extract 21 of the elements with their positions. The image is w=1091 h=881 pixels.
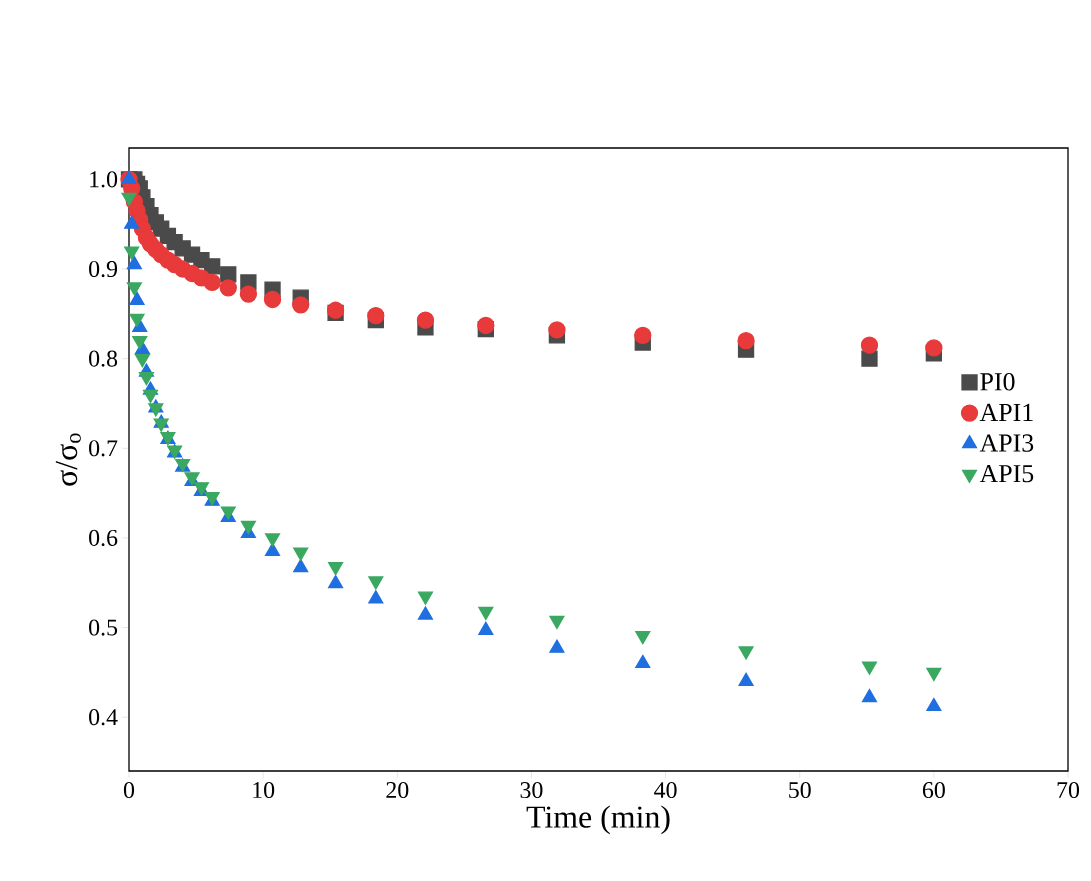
x-tick-label: 20 [386,781,409,799]
y-axis-title: σ/σ$_{o}$ [55,433,81,486]
legend-label: API3 [979,434,1034,452]
x-tick-label: 70 [1057,781,1080,799]
x-tick-label: 60 [922,781,945,799]
y-tick-label: 0.6 [89,529,118,547]
y-tick-label: 0.5 [89,619,118,636]
y-tick-label: 0.7 [89,440,118,457]
legend-label: API5 [979,465,1034,483]
x-tick-label: 10 [253,781,275,799]
x-tick-label: 40 [654,781,677,799]
x-tick-label: 0 [123,781,135,799]
y-tick-label: 0.9 [89,260,118,278]
y-tick-label: 0.4 [89,709,118,726]
x-tick-label: 50 [789,781,811,799]
y-tick-label: 0.8 [89,350,118,367]
x-tick-label: 30 [520,781,543,799]
legend-label: PI0 [980,373,1015,391]
legend-label: API1 [979,403,1033,421]
y-tick-label: 1.0 [90,171,118,188]
x-axis-title: Time (min) [526,805,670,835]
